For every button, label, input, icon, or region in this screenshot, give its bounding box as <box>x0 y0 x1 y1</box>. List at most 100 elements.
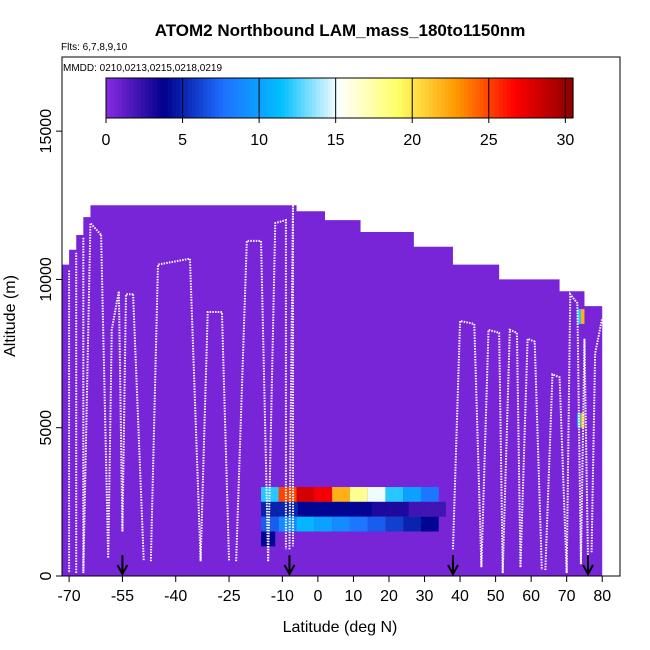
x-tick-label: -25 <box>217 588 240 605</box>
colorbar-tick-label: 20 <box>403 132 421 149</box>
colorbar-tick-label: 15 <box>327 132 345 149</box>
colorbar-swatch <box>296 78 302 118</box>
colorbar-swatch <box>226 78 232 118</box>
colorbar-swatch <box>238 78 243 118</box>
colorbar-swatch <box>530 78 535 118</box>
colorbar-swatch <box>265 78 271 118</box>
colorbar: 0 5 10 15 20 25 30 <box>102 77 574 149</box>
colorbar-swatch <box>242 78 247 118</box>
colorbar-tick-label: 30 <box>556 132 574 149</box>
colorbar-swatch <box>436 78 442 118</box>
colorbar-swatch <box>292 78 298 118</box>
flight-profile <box>451 319 483 568</box>
x-tick-label: -70 <box>58 588 81 605</box>
colorbar-swatch <box>366 78 372 118</box>
heatmap-cell <box>297 501 317 517</box>
heatmap-cell <box>261 531 269 547</box>
flight-profile <box>121 293 134 532</box>
colorbar-swatch <box>160 78 165 118</box>
colorbar-swatch <box>109 78 115 118</box>
colorbar-swatch <box>440 78 446 118</box>
colorbar-swatch <box>214 78 220 118</box>
colorbar-swatch <box>362 78 368 118</box>
x-tick-label: -55 <box>111 588 134 605</box>
colorbar-swatch <box>148 78 154 118</box>
colorbar-swatch <box>133 78 138 118</box>
colorbar-swatch <box>506 78 512 118</box>
heatmap-cell <box>261 516 279 532</box>
heatmap-cell <box>420 487 439 502</box>
arrow-marker <box>447 555 459 577</box>
x-tick-label: 40 <box>451 588 469 605</box>
colorbar-swatch <box>339 78 344 118</box>
colorbar-swatch <box>261 78 267 118</box>
colorbar-swatch <box>316 78 321 118</box>
x-tick-label: 20 <box>380 588 398 605</box>
x-tick-label: 50 <box>487 588 505 605</box>
heatmap-cell <box>367 516 386 532</box>
x-tick-label: 10 <box>345 588 363 605</box>
colorbar-swatch <box>152 78 158 118</box>
colorbar-swatch <box>518 78 524 118</box>
colorbar-swatch <box>137 78 142 118</box>
heatmap-cell <box>403 487 421 502</box>
colorbar-swatch <box>176 78 181 118</box>
colorbar-swatch <box>281 78 286 118</box>
colorbar-swatch <box>249 78 255 118</box>
colorbar-swatch <box>541 78 547 118</box>
colorbar-swatch <box>471 78 477 118</box>
flight-profile <box>579 338 590 565</box>
colorbar-swatch <box>191 78 197 118</box>
heatmap-cell <box>367 487 386 502</box>
colorbar-tick-label: 25 <box>480 132 498 149</box>
colorbar-swatch <box>144 78 150 118</box>
flight-profile <box>132 294 145 562</box>
colorbar-swatch <box>460 78 465 118</box>
colorbar-swatch <box>347 78 352 118</box>
heatmap-cell <box>408 501 428 517</box>
colorbar-swatch <box>168 78 173 118</box>
colorbar-swatch <box>499 78 504 118</box>
colorbar-swatch <box>308 78 313 118</box>
colorbar-swatch <box>448 78 453 118</box>
flight-profile <box>565 291 582 574</box>
colorbar-swatch <box>222 78 228 118</box>
x-tick-label: -10 <box>271 588 294 605</box>
colorbar-swatch <box>203 78 208 118</box>
flight-profile <box>267 218 287 562</box>
colorbar-swatch <box>156 78 162 118</box>
colorbar-swatch <box>557 78 562 118</box>
heatmap-cell <box>580 309 585 324</box>
heatmap-cell <box>371 501 391 517</box>
colorbar-swatch <box>382 78 387 118</box>
colorbar-swatch <box>257 78 263 118</box>
y-tick-label: 0 <box>38 571 55 580</box>
colorbar-swatch <box>370 78 376 118</box>
colorbar-swatch <box>429 78 434 118</box>
heatmap-cell <box>296 487 315 502</box>
heatmap-cell <box>577 412 581 428</box>
colorbar-swatch <box>491 78 496 118</box>
colorbar-swatch <box>510 78 516 118</box>
colorbar-swatch <box>288 78 294 118</box>
colorbar-swatch <box>343 78 348 118</box>
colorbar-swatch <box>117 78 123 118</box>
heatmap-cell <box>279 501 298 517</box>
colorbar-swatch <box>432 78 438 118</box>
colorbar-swatch <box>327 78 333 118</box>
colorbar-swatch <box>526 78 531 118</box>
colorbar-swatch <box>300 78 306 118</box>
colorbar-swatch <box>351 78 356 118</box>
heatmap-cell <box>314 487 333 502</box>
heatmap-cell <box>349 487 368 502</box>
colorbar-tick-label: 10 <box>250 132 268 149</box>
heatmap-cell <box>385 487 404 502</box>
heatmap-cell <box>332 487 350 502</box>
colorbar-swatch <box>397 78 403 118</box>
colorbar-tick-label: 0 <box>102 132 111 149</box>
colorbar-swatch <box>401 78 407 118</box>
heatmap-cell <box>316 501 335 517</box>
colorbar-swatch <box>456 78 461 118</box>
colorbar-swatch <box>378 78 383 118</box>
